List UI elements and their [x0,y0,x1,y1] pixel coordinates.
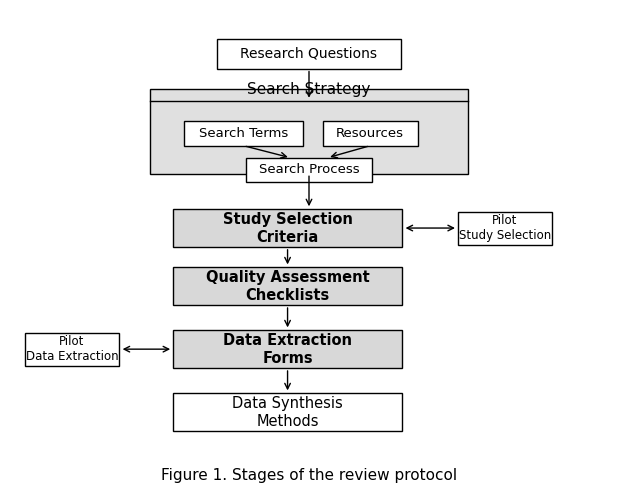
FancyBboxPatch shape [173,330,402,368]
FancyBboxPatch shape [323,122,418,146]
Text: Pilot
Data Extraction: Pilot Data Extraction [26,335,118,364]
FancyBboxPatch shape [25,333,119,366]
FancyBboxPatch shape [173,209,402,247]
Text: Search Terms: Search Terms [199,127,288,140]
Text: Pilot
Study Selection: Pilot Study Selection [459,214,551,242]
Text: Data Extraction
Forms: Data Extraction Forms [223,333,352,366]
Text: Figure 1. Stages of the review protocol: Figure 1. Stages of the review protocol [161,467,457,483]
Text: Resources: Resources [336,127,404,140]
Text: Search Process: Search Process [259,163,359,176]
FancyBboxPatch shape [246,158,372,182]
FancyBboxPatch shape [184,122,303,146]
FancyBboxPatch shape [173,393,402,431]
Text: Quality Assessment
Checklists: Quality Assessment Checklists [206,270,370,303]
FancyBboxPatch shape [150,89,468,173]
FancyBboxPatch shape [217,39,401,69]
Text: Data Synthesis
Methods: Data Synthesis Methods [232,395,343,429]
FancyBboxPatch shape [457,212,552,245]
Text: Search Strategy: Search Strategy [247,81,371,97]
Text: Study Selection
Criteria: Study Selection Criteria [222,212,352,245]
Text: Research Questions: Research Questions [240,47,378,61]
FancyBboxPatch shape [173,267,402,305]
